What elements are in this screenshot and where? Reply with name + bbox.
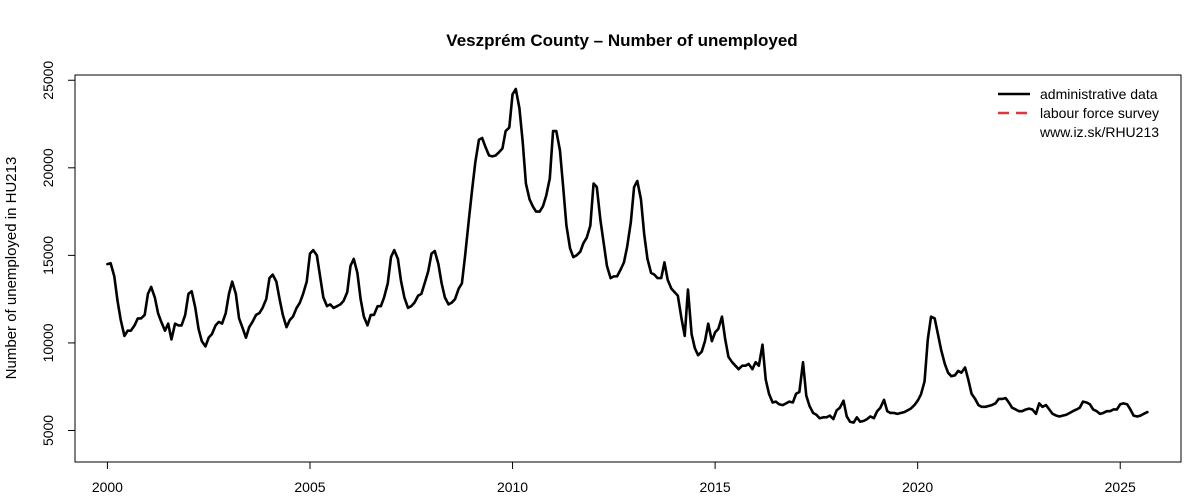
- legend: administrative data labour force survey ww…: [998, 86, 1159, 140]
- plot-frame: [74, 74, 1182, 463]
- x-tick-label: 2025: [1105, 479, 1136, 495]
- y-axis-label: Number of unemployed in HU213: [3, 157, 20, 380]
- y-tick-label: 15000: [40, 236, 56, 275]
- x-tick-label: 2010: [497, 479, 528, 495]
- y-tick-label: 5000: [40, 415, 56, 446]
- y-tick-label: 20000: [40, 148, 56, 187]
- y-axis: 5000 10000 15000 20000 25000: [40, 61, 75, 446]
- chart-title: Veszprém County – Number of unemployed: [446, 31, 797, 50]
- legend-label: www.iz.sk/RHU213: [1039, 124, 1159, 140]
- x-tick-label: 2005: [294, 479, 325, 495]
- x-tick-label: 2000: [92, 479, 123, 495]
- legend-label: labour force survey: [1040, 105, 1159, 121]
- series-line-administrative-data: [106, 87, 1149, 424]
- y-tick-label: 25000: [40, 61, 56, 100]
- x-tick-label: 2015: [700, 479, 731, 495]
- x-tick-label: 2020: [902, 479, 933, 495]
- legend-label: administrative data: [1040, 86, 1158, 102]
- series-layer: [106, 87, 1149, 424]
- x-axis: 2000 2005 2010 2015 2020 2025: [92, 462, 1136, 495]
- y-tick-label: 10000: [40, 323, 56, 362]
